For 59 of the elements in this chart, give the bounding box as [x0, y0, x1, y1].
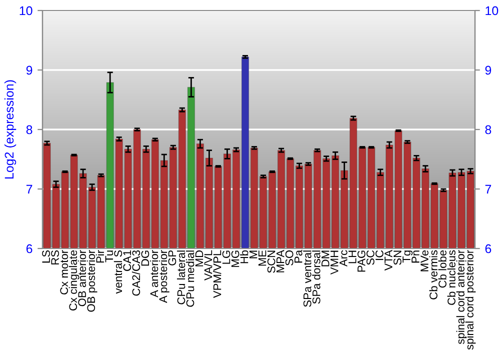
- x-tick-label: SPa dorsal: [312, 250, 320, 304]
- x-tick-label: Tg: [402, 250, 413, 263]
- y2-tick-label: 10: [486, 6, 498, 16]
- x-tick-label: ME: [258, 250, 266, 266]
- x-tick-label: MVe: [420, 250, 428, 272]
- x-tick-label: Arc: [340, 250, 348, 267]
- x-tick-label: PAG: [357, 250, 366, 272]
- x-tick-label: VTA: [384, 250, 392, 271]
- x-tick-label: SN: [394, 250, 402, 265]
- x-tick-label: LG: [222, 250, 230, 264]
- x-tick-label: Cx motor: [60, 250, 68, 294]
- x-tick-label: ventral S: [114, 250, 122, 294]
- x-tick-label: RS: [51, 250, 59, 264]
- x-tick-label: spinal cord anterior: [456, 250, 467, 344]
- x-tick-label: Pir: [96, 250, 104, 263]
- x-tick-label: Hb: [240, 250, 248, 264]
- x-tick-label: VA/VL: [204, 250, 212, 281]
- x-tick-label: VPM/VPL: [213, 250, 222, 298]
- y2-tick-label: 6: [485, 244, 492, 254]
- x-tick-label: CA2/CA3: [132, 250, 140, 296]
- y-tick-label: 9: [26, 66, 32, 75]
- x-tick-label: MG: [231, 250, 240, 267]
- x-tick-label: VMH: [330, 250, 338, 275]
- x-tick-label: Tu: [105, 250, 114, 262]
- y-tick-label: 6: [26, 244, 32, 254]
- y-tick-label: 8: [26, 125, 32, 134]
- y2-tick-label: 9: [485, 66, 492, 75]
- x-tick-label: Cb vermis: [429, 250, 438, 300]
- x-tick-label: CPu lateral: [176, 250, 186, 304]
- x-tick-label: A posterior: [158, 250, 170, 303]
- y-axis-title: Log2 (expression): [4, 80, 16, 178]
- x-tick-label: SO: [285, 250, 294, 266]
- x-tick-label: M: [249, 250, 258, 258]
- x-tick-label: SPa ventral: [303, 250, 312, 307]
- x-tick-label: Cb lobe: [438, 250, 446, 288]
- y-tick-label: 7: [26, 184, 32, 194]
- x-tick-label: LH: [348, 250, 356, 264]
- x-tick-label: MD: [195, 250, 204, 266]
- x-tick-label: Cx cingulate: [68, 250, 80, 310]
- x-tick-label: DM: [322, 250, 330, 266]
- y2-tick-label: 8: [485, 125, 492, 134]
- x-tick-label: SC: [366, 250, 374, 265]
- x-tick-label: GP: [168, 250, 176, 266]
- y2-tick-label: 7: [485, 184, 492, 194]
- x-tick-label: Pa: [294, 250, 302, 263]
- x-tick-label: OB anterior: [78, 250, 86, 306]
- x-tick-label: Cb nucleus: [447, 250, 456, 305]
- x-tick-label: OB posterior: [86, 250, 98, 312]
- x-tick-label: CA1: [123, 250, 132, 271]
- x-tick-label: IC: [376, 250, 384, 260]
- x-tick-label: Pn: [412, 250, 420, 263]
- y-tick-label: 10: [20, 6, 32, 16]
- x-tick-label: DG: [141, 250, 150, 266]
- x-tick-label: CPu medial: [186, 250, 194, 307]
- x-tick-label: SCN: [267, 250, 276, 273]
- x-tick-label: spinal cord posterior: [465, 250, 476, 350]
- x-tick-label: A anterior: [150, 250, 158, 298]
- x-tick-label: LS: [42, 250, 50, 263]
- x-tick-label: MPA: [276, 250, 284, 272]
